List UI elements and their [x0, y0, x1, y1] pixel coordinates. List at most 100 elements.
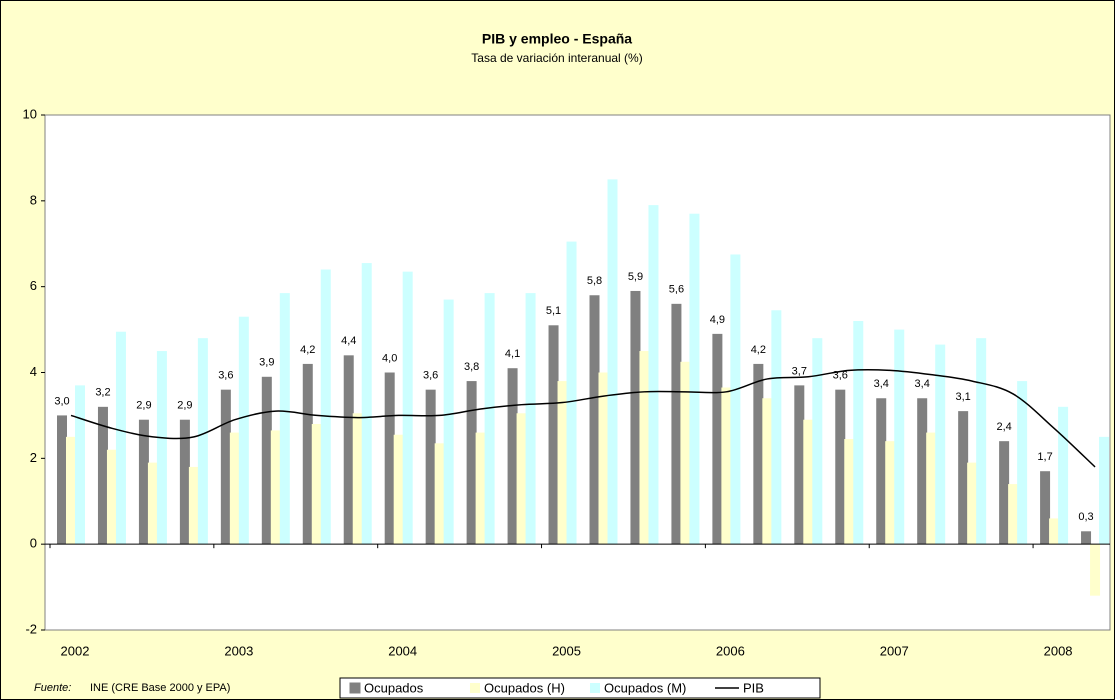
data-label: 3,4 [874, 378, 889, 390]
x-tick-label: 2005 [552, 643, 581, 658]
data-label: 4,9 [710, 314, 725, 326]
bar [680, 361, 691, 545]
bar [958, 411, 969, 545]
bar [1090, 544, 1101, 596]
data-label: 2,9 [177, 400, 192, 412]
bar [885, 441, 896, 545]
bar [1017, 381, 1028, 545]
bar [147, 462, 158, 545]
legend-label: PIB [743, 680, 764, 695]
bar [753, 363, 764, 545]
bar [393, 434, 404, 545]
data-label: 3,6 [218, 370, 233, 382]
chart-title: PIB y empleo - España [482, 31, 632, 47]
bar [935, 344, 946, 545]
bar [220, 389, 231, 545]
bar [853, 321, 864, 545]
bar [138, 419, 149, 545]
bar [721, 387, 732, 545]
bar [607, 179, 618, 545]
data-label: 4,1 [505, 348, 520, 360]
data-label: 3,0 [54, 395, 69, 407]
chart-subtitle: Tasa de variación interanual (%) [471, 51, 642, 65]
data-label: 4,4 [341, 335, 356, 347]
bar [106, 449, 117, 545]
data-label: 3,4 [915, 378, 930, 390]
bar [320, 269, 331, 545]
bar [507, 368, 518, 545]
bar [466, 381, 477, 545]
data-label: 1,7 [1037, 451, 1052, 463]
bar [639, 351, 650, 545]
data-label: 5,8 [587, 275, 602, 287]
bar [197, 338, 208, 545]
bar [352, 413, 363, 545]
bar [926, 432, 937, 545]
bar [976, 338, 987, 545]
bar [229, 432, 240, 545]
bar [270, 430, 281, 545]
legend-label: Ocupados [364, 680, 424, 695]
bar [443, 299, 454, 545]
data-label: 3,7 [792, 365, 807, 377]
x-tick-label: 2006 [716, 643, 745, 658]
bar [75, 385, 85, 545]
data-label: 3,6 [423, 370, 438, 382]
bar [179, 419, 190, 545]
legend-label: Ocupados (H) [484, 680, 565, 695]
bar [566, 241, 577, 545]
bar [999, 441, 1010, 545]
bar [516, 413, 527, 545]
bar [425, 389, 436, 545]
bar [302, 363, 313, 545]
bar [525, 293, 536, 545]
bar [1081, 531, 1092, 545]
bar [803, 419, 814, 545]
source-text: INE (CRE Base 2000 y EPA) [90, 682, 230, 694]
data-label: 2,4 [996, 421, 1011, 433]
bar [689, 213, 700, 545]
bar [57, 415, 67, 545]
x-tick-label: 2003 [224, 643, 253, 658]
y-tick-label: 2 [30, 450, 37, 465]
bar [188, 466, 199, 545]
bar [648, 205, 659, 545]
bar [402, 271, 413, 545]
bar [238, 316, 249, 545]
bar [876, 398, 887, 545]
bar [115, 331, 126, 545]
bar [917, 398, 928, 545]
x-tick-label: 2002 [61, 643, 90, 658]
bar [835, 389, 846, 545]
bar [712, 333, 723, 545]
bar [812, 338, 823, 545]
y-tick-label: 0 [30, 536, 37, 551]
data-label: 4,0 [382, 352, 397, 364]
y-tick-label: -2 [25, 621, 37, 636]
bar [1049, 518, 1060, 545]
bar [475, 432, 486, 545]
data-label: 3,2 [95, 387, 110, 399]
legend [339, 677, 821, 699]
bar [844, 439, 855, 545]
legend-label: Ocupados (M) [604, 680, 686, 695]
bar [1008, 484, 1019, 545]
bar [557, 381, 568, 545]
bar [589, 295, 600, 545]
bar [66, 436, 76, 545]
data-label: 5,6 [669, 284, 684, 296]
data-label: 2,9 [136, 400, 151, 412]
bar [671, 303, 682, 545]
bar [384, 372, 395, 545]
data-label: 3,1 [956, 391, 971, 403]
bar [1040, 471, 1051, 545]
x-tick-label: 2004 [388, 643, 417, 658]
bar [434, 443, 445, 545]
bar [548, 325, 559, 545]
bar [361, 263, 372, 545]
bar [1099, 436, 1110, 545]
bar [311, 424, 322, 545]
bar [762, 398, 773, 545]
y-tick-label: 4 [30, 364, 37, 379]
